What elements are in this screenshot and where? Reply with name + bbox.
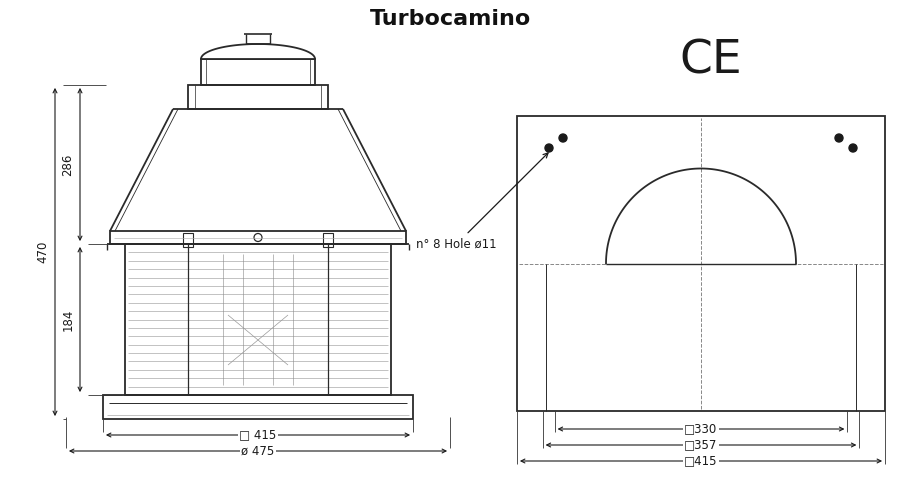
Bar (183, 233, 193, 247)
Text: n° 8 Hole ø11: n° 8 Hole ø11 (416, 153, 548, 251)
Text: □415: □415 (684, 455, 718, 468)
Bar (125, 244, 391, 395)
Text: 184: 184 (61, 308, 74, 331)
Text: □ 415: □ 415 (239, 429, 277, 442)
Text: ø 475: ø 475 (241, 445, 274, 457)
Text: □330: □330 (684, 422, 718, 435)
Bar (323, 233, 333, 247)
Bar (517, 116, 885, 411)
Text: □357: □357 (684, 438, 718, 452)
Bar (110, 231, 406, 244)
Circle shape (545, 144, 553, 152)
Text: 286: 286 (61, 153, 74, 176)
Bar (103, 395, 413, 419)
Text: 470: 470 (37, 241, 50, 263)
Text: CE: CE (679, 38, 743, 83)
Bar (201, 59, 315, 85)
Circle shape (849, 144, 857, 152)
Circle shape (559, 134, 567, 142)
Circle shape (835, 134, 843, 142)
Text: Turbocamino: Turbocamino (370, 9, 531, 29)
Bar (188, 85, 328, 109)
